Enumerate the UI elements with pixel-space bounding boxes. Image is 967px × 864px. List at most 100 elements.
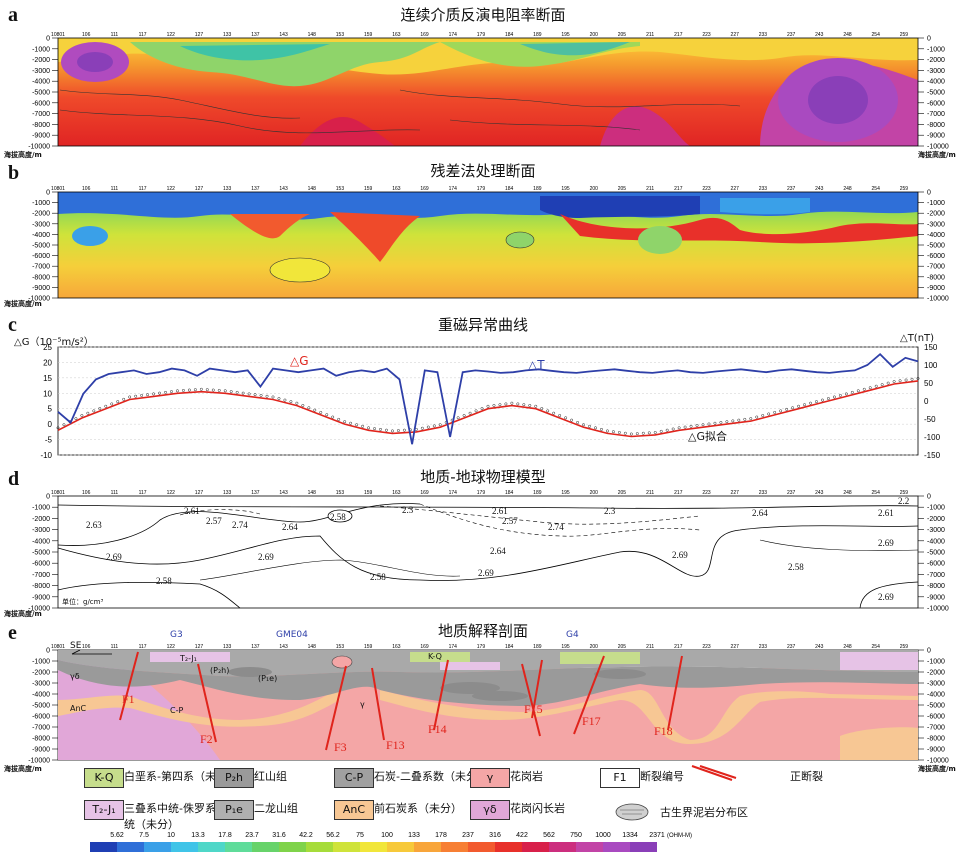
station-label: 217 (674, 32, 683, 38)
station-label: 148 (308, 644, 317, 650)
station-label: 143 (279, 186, 288, 192)
station-label: 106 (82, 490, 91, 496)
station-label: 189 (533, 490, 542, 496)
depth-tick-label-right: -4000 (927, 538, 945, 545)
dg-tick-label: 10 (43, 389, 52, 398)
depth-tick-label: -4000 (32, 692, 50, 699)
colorbar-value: 100 (381, 832, 393, 839)
station-label: 111 (111, 32, 119, 38)
depth-tick-label-right: -6000 (927, 253, 945, 260)
depth-tick-label: -10000 (28, 758, 50, 765)
unit-label: (P₂h) (210, 666, 230, 675)
station-label: 237 (787, 32, 796, 38)
station-label: 259 (900, 186, 909, 192)
station-label: 117 (139, 32, 147, 38)
colorbar-value: 750 (570, 832, 582, 839)
legend-item: AnC 前石炭系（未分） (334, 800, 462, 820)
unit-label: K-Q (428, 652, 442, 661)
station-label: 248 (843, 32, 852, 38)
station-label: 153 (336, 644, 345, 650)
depth-tick-label: -8000 (32, 274, 50, 281)
station-label: 117 (139, 490, 147, 496)
depth-tick-label-right: -1000 (927, 200, 945, 207)
depth-tick-label: -9000 (32, 747, 50, 754)
legend-label: 断裂编号 (640, 770, 684, 783)
depth-tick-label: -5000 (32, 703, 50, 710)
depth-tick-label-right: -10000 (927, 296, 949, 303)
station-label: 153 (336, 490, 345, 496)
station-label: 106 (82, 186, 91, 192)
colorbar-segment (522, 842, 549, 852)
station-label: 227 (731, 186, 740, 192)
depth-tick-label-right: -7000 (927, 725, 945, 732)
density-label: 2.69 (478, 568, 494, 578)
legend-item: γδ 花岗闪长岩 (470, 800, 565, 820)
dt-tick-label: 100 (924, 361, 938, 370)
depth-tick-label-right: -6000 (927, 561, 945, 568)
station-label: 200 (590, 186, 599, 192)
depth-tick-label: -10000 (28, 296, 50, 303)
depth-tick-label: 0 (46, 648, 50, 655)
panel-d-title: 地质-地球物理模型 (420, 468, 546, 486)
station-label: 143 (279, 644, 288, 650)
station-label: 10801 (51, 32, 65, 38)
panel-a-section (57, 37, 919, 147)
dg-axis-label: △G（10⁻⁵m/s²） (14, 337, 94, 348)
dg-tick-label: -10 (40, 451, 52, 460)
station-label: 205 (618, 490, 627, 496)
station-label: 148 (308, 490, 317, 496)
station-label: 137 (251, 186, 260, 192)
dg-fit-points (56, 377, 920, 436)
colorbar-segment (468, 842, 495, 852)
depth-tick-label: -1000 (32, 46, 50, 53)
depth-tick-label: -6000 (32, 561, 50, 568)
station-label: 217 (674, 644, 683, 650)
panel-b-section (57, 191, 919, 299)
depth-tick-label: 0 (46, 36, 50, 43)
station-label: 189 (533, 644, 542, 650)
colorbar-value: 2371 (649, 832, 665, 839)
dg-tick-label: 20 (43, 358, 52, 367)
depth-tick-label: -6000 (32, 100, 50, 107)
station-label: 179 (477, 490, 486, 496)
station-label: 254 (872, 644, 881, 650)
depth-tick-label: -7000 (32, 572, 50, 579)
station-label: 133 (223, 32, 232, 38)
station-label: 169 (420, 490, 429, 496)
fault-label: F3 (334, 740, 347, 754)
station-label: 223 (702, 644, 711, 650)
depth-tick-label-right: -2000 (927, 670, 945, 677)
colorbar-segment (252, 842, 279, 852)
elevation-label: 海拔高度/m (4, 151, 42, 159)
station-label: 143 (279, 32, 288, 38)
station-label: 148 (308, 186, 317, 192)
legend-item: K-Q 白垩系-第四系（未分） (84, 768, 238, 788)
station-label: 254 (872, 186, 881, 192)
fault-label: F18 (654, 724, 673, 738)
station-label: 174 (449, 32, 458, 38)
panel-d-model (57, 495, 919, 609)
density-label: 2.69 (672, 550, 688, 560)
colorbar-value: 10 (167, 832, 175, 839)
dg-tick-label: 15 (43, 374, 52, 383)
dt-tick-label: 50 (924, 379, 933, 388)
density-label: 2.69 (878, 592, 894, 602)
station-label: 233 (759, 644, 768, 650)
depth-tick-label-right: -1000 (927, 46, 945, 53)
station-label: 223 (702, 186, 711, 192)
station-label: 179 (477, 644, 486, 650)
fault-label: F17 (582, 714, 601, 728)
station-label: 169 (420, 32, 429, 38)
panel-c-letter: c (8, 314, 17, 336)
station-label: 137 (251, 644, 260, 650)
station-label: 159 (364, 186, 373, 192)
station-label: 159 (364, 490, 373, 496)
depth-tick-label-right: -5000 (927, 90, 945, 97)
station-label: 163 (392, 186, 401, 192)
depth-tick-label: -9000 (32, 285, 50, 292)
depth-tick-label-right: -6000 (927, 100, 945, 107)
station-label: 148 (308, 32, 317, 38)
legend-label: 二龙山组 (254, 802, 298, 815)
colorbar-segment (495, 842, 522, 852)
